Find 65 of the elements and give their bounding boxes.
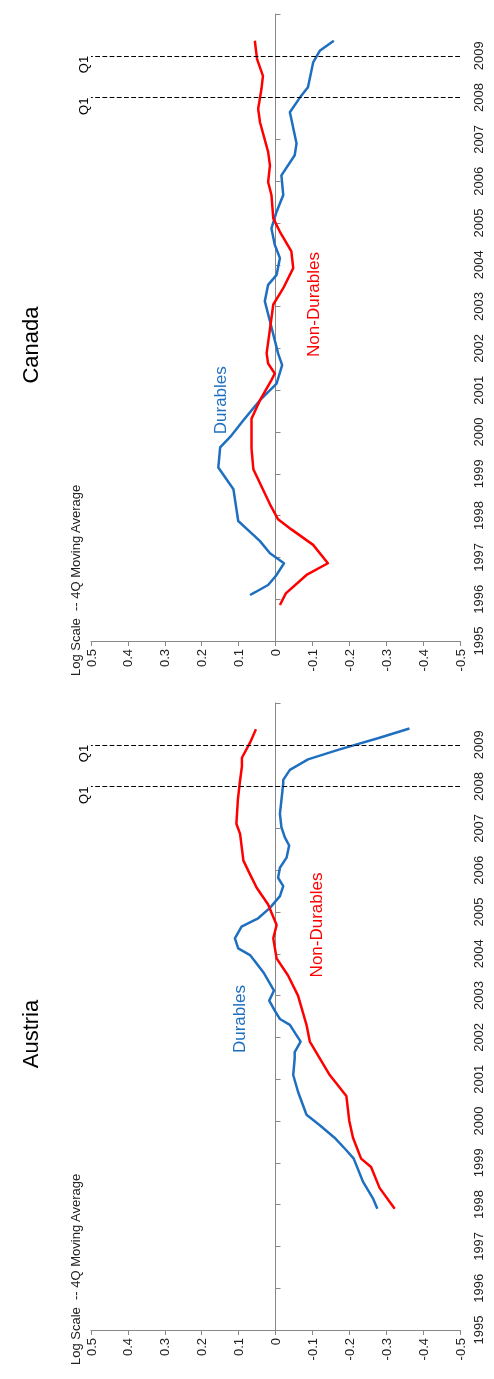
ref-line-label: Q1: [75, 97, 91, 115]
y-tick-label: 2001: [471, 375, 486, 405]
text: Durables: [230, 984, 250, 1054]
x-tick-label: 0.5: [83, 649, 99, 668]
text: Austria: [17, 999, 43, 1069]
y-tick-label: 1996: [471, 584, 486, 614]
ref-line-label: Q1: [75, 744, 91, 763]
y-tick-label: 2009: [471, 730, 486, 760]
x-tick-label: 0.1: [231, 649, 247, 668]
x-tick-label: 0.2: [194, 1338, 210, 1357]
y-tick-label: 1998: [471, 1190, 486, 1220]
y-tick-label: 2007: [471, 124, 486, 154]
x-tick-label: -0.1: [304, 649, 320, 672]
x-tick-label: 0: [268, 649, 283, 657]
y-tick-label: 2007: [471, 813, 486, 843]
x-tick-label: 0.3: [157, 1338, 173, 1357]
ref-line-label: Q1: [75, 55, 91, 74]
y-tick-label: 2003: [471, 981, 486, 1011]
x-tick-label: -0.1: [304, 1338, 320, 1361]
ref-line-label: Q1: [75, 786, 91, 804]
text: Log Scale -- 4Q Moving Average: [67, 484, 83, 676]
y-tick-label: 1997: [471, 542, 486, 572]
x-tick-label: 0: [268, 1338, 283, 1346]
y-tick-label: 2008: [471, 83, 486, 113]
text: Log Scale -- 4Q Moving Average: [67, 1173, 83, 1365]
x-tick-label: -0.5: [452, 649, 468, 672]
x-tick-label: -0.5: [452, 1338, 468, 1361]
x-tick-label: 0.4: [120, 649, 136, 668]
y-tick-label: 2001: [471, 1064, 486, 1094]
x-tick-label: 0.2: [194, 649, 210, 668]
text: Non-Durables: [307, 872, 327, 978]
text: Canada: [17, 305, 43, 384]
y-tick-label: 2005: [471, 208, 486, 238]
y-tick-label: 1998: [471, 501, 486, 531]
y-tick-label: 2000: [471, 417, 486, 447]
x-tick-label: 0.3: [157, 649, 173, 668]
y-tick-label: 1995: [471, 626, 486, 656]
x-tick-label: -0.4: [415, 1338, 431, 1361]
y-tick-label: 2004: [471, 250, 486, 280]
x-tick-label: -0.3: [378, 1338, 394, 1361]
y-tick-label: 1999: [471, 459, 486, 489]
y-tick-label: 2005: [471, 897, 486, 927]
y-tick-label: 2009: [471, 41, 486, 71]
y-tick-label: 1996: [471, 1273, 486, 1303]
x-tick-label: 0.5: [83, 1338, 99, 1357]
y-tick-label: 2000: [471, 1106, 486, 1136]
x-tick-label: 0.4: [120, 1338, 136, 1357]
x-tick-label: 0.1: [231, 1338, 247, 1357]
x-tick-label: -0.3: [378, 649, 394, 672]
y-tick-label: 2003: [471, 292, 486, 322]
y-tick-label: 2002: [471, 333, 486, 363]
y-tick-label: 2006: [471, 166, 486, 196]
text: Durables: [210, 366, 230, 435]
y-tick-label: 2002: [471, 1022, 486, 1052]
x-tick-label: -0.2: [341, 649, 357, 672]
line-series: [250, 39, 330, 607]
x-tick-label: -0.4: [415, 649, 431, 672]
y-tick-label: 1995: [471, 1315, 486, 1345]
x-tick-label: -0.2: [341, 1338, 357, 1361]
y-tick-label: 2004: [471, 939, 486, 969]
y-tick-label: 1997: [471, 1231, 486, 1261]
y-tick-label: 1999: [471, 1148, 486, 1178]
y-tick-label: 2008: [471, 772, 486, 802]
text: Non-Durables: [303, 252, 323, 357]
y-tick-label: 2006: [471, 855, 486, 885]
